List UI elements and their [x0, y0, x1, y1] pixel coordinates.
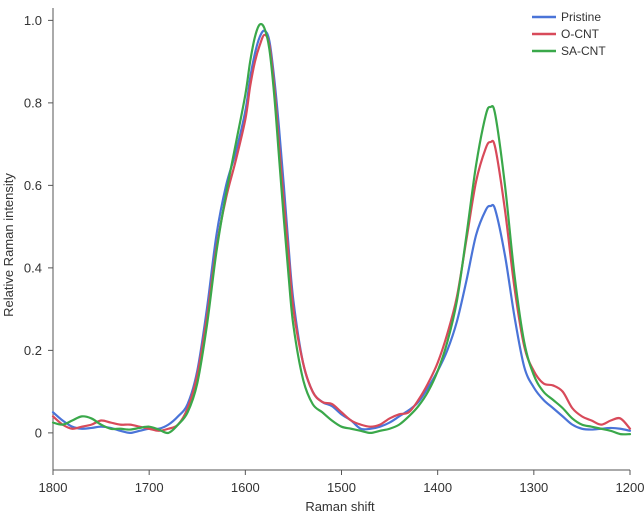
y-tick-label: 1.0 — [24, 13, 42, 28]
series-line-o-cnt — [51, 33, 632, 432]
legend-label-sa-cnt: SA-CNT — [561, 44, 606, 58]
y-axis-title: Relative Raman intensity — [1, 173, 16, 317]
y-tick-label: 0 — [35, 425, 42, 440]
y-axis-ticks: 0 0.2 0.4 0.6 0.8 1.0 — [24, 13, 53, 440]
x-axis-ticks: 1800 1700 1600 1500 1400 1300 1200 — [39, 470, 644, 495]
y-tick-label: 0.2 — [24, 343, 42, 358]
legend-label-o-cnt: O-CNT — [561, 27, 600, 41]
x-tick-label: 1400 — [423, 480, 452, 495]
series-line-pristine — [51, 29, 632, 434]
y-tick-label: 0.8 — [24, 95, 42, 110]
x-tick-label: 1500 — [327, 480, 356, 495]
y-tick-label: 0.4 — [24, 260, 42, 275]
series-layer — [51, 22, 632, 436]
x-tick-label: 1700 — [135, 480, 164, 495]
legend-label-pristine: Pristine — [561, 10, 601, 24]
x-tick-label: 1800 — [39, 480, 68, 495]
x-tick-label: 1600 — [231, 480, 260, 495]
y-tick-label: 0.6 — [24, 178, 42, 193]
x-tick-label: 1300 — [519, 480, 548, 495]
x-axis-title: Raman shift — [305, 499, 375, 514]
series-line-sa-cnt — [51, 22, 632, 436]
legend: Pristine O-CNT SA-CNT — [532, 10, 606, 58]
x-tick-label: 1200 — [616, 480, 644, 495]
